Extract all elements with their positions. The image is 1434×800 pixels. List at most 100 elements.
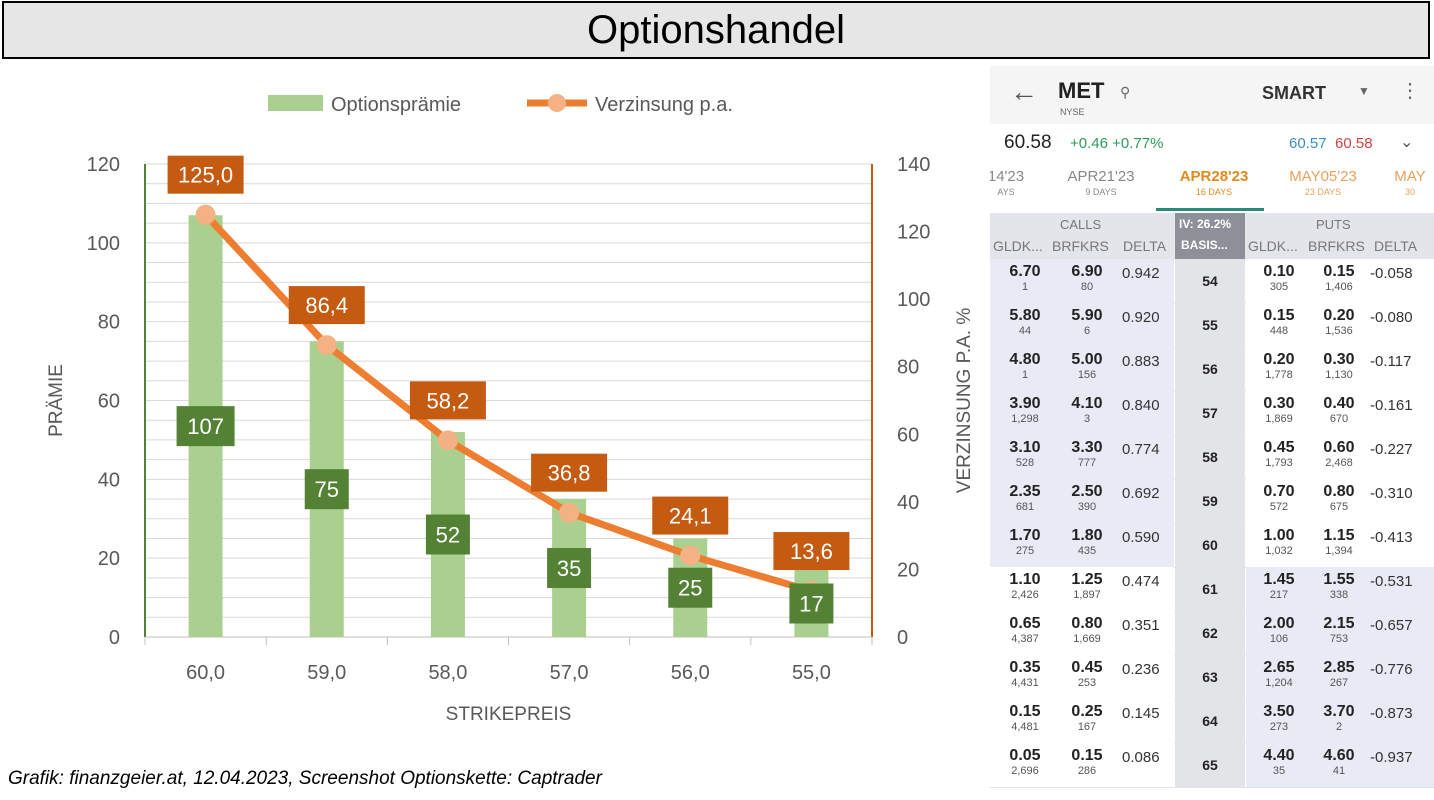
call-ask[interactable]: 1.80 435 <box>1056 527 1118 557</box>
expiration-tab[interactable]: MAY 30 <box>1390 168 1430 197</box>
table-row[interactable]: 0.35 4,431 0.45 253 0.236 63 2.65 1,204 2.85 267-… <box>990 655 1434 700</box>
put-bid[interactable]: 0.10 305 <box>1248 263 1310 293</box>
put-delta: -0.873 <box>1370 705 1413 722</box>
call-ask[interactable]: 1.25 1,897 <box>1056 571 1118 601</box>
bar-label-box <box>425 514 470 555</box>
put-bid[interactable]: 0.15 448 <box>1248 307 1310 337</box>
table-row[interactable]: 3.10 528 3.30 777 0.774 58 0.45 1,793 0.60 2,468-… <box>990 435 1434 480</box>
table-row[interactable]: 0.15 4,481 0.25 167 0.145 64 3.50 273 3.70 2 -0.87… <box>990 699 1434 744</box>
strike-price: 57 <box>1202 405 1218 421</box>
back-arrow-icon[interactable]: ← <box>1010 76 1038 107</box>
call-ask[interactable]: 6.90 80 <box>1056 263 1118 293</box>
put-ask[interactable]: 3.70 2 <box>1308 703 1370 733</box>
put-ask[interactable]: 2.85 267 <box>1308 659 1370 689</box>
call-bid[interactable]: 0.15 4,481 <box>994 703 1056 733</box>
table-row[interactable]: 0.05 2,696 0.15 286 0.086 65 4.40 35 4.60 41 -0.93… <box>990 743 1434 788</box>
put-ask-price: 0.80 <box>1323 483 1355 500</box>
put-bid-size: 217 <box>1269 589 1289 601</box>
put-ask[interactable]: 0.30 1,130 <box>1308 351 1370 381</box>
call-bid[interactable]: 3.10 528 <box>994 439 1056 469</box>
call-bid[interactable]: 4.80 1 <box>994 351 1056 381</box>
expiration-tab[interactable]: MAY05'23 23 DAYS <box>1278 168 1368 197</box>
call-bid[interactable]: 2.35 681 <box>994 483 1056 513</box>
put-ask[interactable]: 1.15 1,394 <box>1308 527 1370 557</box>
call-bid[interactable]: 0.65 4,387 <box>994 615 1056 645</box>
expiration-tab[interactable]: 14'23 AYS <box>990 168 1026 197</box>
put-bid[interactable]: 0.30 1,869 <box>1248 395 1310 425</box>
put-bid[interactable]: 1.45 217 <box>1248 571 1310 601</box>
put-bid[interactable]: 0.20 1,778 <box>1248 351 1310 381</box>
put-bid-size: 448 <box>1269 325 1289 337</box>
call-ask[interactable]: 5.00 156 <box>1056 351 1118 381</box>
table-row[interactable]: 6.70 1 6.90 80 0.942 54 0.10 305 0.15 1,406 -0.058 <box>990 259 1434 304</box>
call-bid[interactable]: 0.35 4,431 <box>994 659 1056 689</box>
calls-header-bg <box>990 213 1174 259</box>
call-ask-size: 1,669 <box>1073 633 1101 645</box>
call-bid[interactable]: 1.70 275 <box>994 527 1056 557</box>
call-bid[interactable]: 5.80 44 <box>994 307 1056 337</box>
table-row[interactable]: 3.90 1,298 4.10 3 0.840 57 0.30 1,869 0.40 670 -0.… <box>990 391 1434 436</box>
put-bid[interactable]: 2.65 1,204 <box>1248 659 1310 689</box>
put-bid-price: 0.45 <box>1263 439 1295 456</box>
calls-bid-header: GLDK... <box>993 238 1043 254</box>
put-ask[interactable]: 1.55 338 <box>1308 571 1370 601</box>
search-icon[interactable]: ⚲ <box>1120 84 1131 100</box>
chart-caption: Grafik: finanzgeier.at, 12.04.2023, Scre… <box>8 768 602 789</box>
table-row[interactable]: 4.80 1 5.00 156 0.883 56 0.20 1,778 0.30 1,130 -0.… <box>990 347 1434 392</box>
put-delta: -0.531 <box>1370 573 1413 590</box>
put-bid[interactable]: 3.50 273 <box>1248 703 1310 733</box>
table-row[interactable]: 1.70 275 1.80 435 0.590 60 1.00 1,032 1.15 1,394-… <box>990 523 1434 568</box>
call-bid-size: 681 <box>1015 501 1035 513</box>
x-tick-label: 58,0 <box>428 662 467 684</box>
put-bid[interactable]: 0.70 572 <box>1248 483 1310 513</box>
put-bid[interactable]: 2.00 106 <box>1248 615 1310 645</box>
call-ask[interactable]: 3.30 777 <box>1056 439 1118 469</box>
call-bid-size: 2,696 <box>1011 765 1039 777</box>
strike-price: 65 <box>1202 757 1218 773</box>
table-row[interactable]: 2.35 681 2.50 390 0.692 59 0.70 572 0.80 675 -0.31… <box>990 479 1434 524</box>
call-bid[interactable]: 3.90 1,298 <box>994 395 1056 425</box>
x-tick-label: 60,0 <box>186 662 225 684</box>
more-vertical-icon[interactable]: ⋮ <box>1400 80 1420 102</box>
call-ask[interactable]: 2.50 390 <box>1056 483 1118 513</box>
put-ask[interactable]: 4.60 41 <box>1308 747 1370 777</box>
routing-label[interactable]: SMART <box>1262 83 1326 103</box>
put-ask[interactable]: 0.80 675 <box>1308 483 1370 513</box>
y2-tick-label: 20 <box>897 559 919 581</box>
expiration-tab[interactable]: APR21'23 9 DAYS <box>1056 168 1146 197</box>
call-ask[interactable]: 0.80 1,669 <box>1056 615 1118 645</box>
call-bid[interactable]: 1.10 2,426 <box>994 571 1056 601</box>
call-bid[interactable]: 6.70 1 <box>994 263 1056 293</box>
table-row[interactable]: 1.10 2,426 1.25 1,897 0.474 61 1.45 217 1.55 338-… <box>990 567 1434 612</box>
table-row[interactable]: 0.65 4,387 0.80 1,669 0.351 62 2.00 106 2.15 753-… <box>990 611 1434 656</box>
put-ask[interactable]: 0.15 1,406 <box>1308 263 1370 293</box>
column-headers: CALLS IV: 26.2% PUTS GLDK... BRFKRS DELT… <box>990 213 1434 259</box>
put-ask[interactable]: 2.15 753 <box>1308 615 1370 645</box>
call-bid[interactable]: 0.05 2,696 <box>994 747 1056 777</box>
put-ask[interactable]: 0.40 670 <box>1308 395 1370 425</box>
legend-label-bar: Optionsprämie <box>331 94 461 116</box>
expiration-date: MAY <box>1394 168 1426 185</box>
expand-chevron-icon[interactable]: ⌄ <box>1400 134 1414 151</box>
put-ask[interactable]: 0.20 1,536 <box>1308 307 1370 337</box>
puts-cell-bg <box>1246 655 1434 699</box>
put-bid[interactable]: 1.00 1,032 <box>1248 527 1310 557</box>
chevron-down-icon[interactable]: ▼ <box>1358 84 1370 98</box>
call-ask[interactable]: 0.15 286 <box>1056 747 1118 777</box>
puts-header-bg <box>1246 213 1434 259</box>
put-bid[interactable]: 0.45 1,793 <box>1248 439 1310 469</box>
call-ask[interactable]: 0.45 253 <box>1056 659 1118 689</box>
expiration-date: MAY05'23 <box>1289 168 1357 185</box>
basis-cell-bg <box>1175 743 1245 787</box>
call-ask[interactable]: 4.10 3 <box>1056 395 1118 425</box>
call-ask[interactable]: 5.90 6 <box>1056 307 1118 337</box>
call-ask[interactable]: 0.25 167 <box>1056 703 1118 733</box>
expiration-tab[interactable]: APR28'23 16 DAYS <box>1166 168 1262 197</box>
table-row[interactable]: 5.80 44 5.90 6 0.920 55 0.15 448 0.20 1,536 -0.080 <box>990 303 1434 348</box>
call-bid-size: 4,431 <box>1011 677 1039 689</box>
put-bid[interactable]: 4.40 35 <box>1248 747 1310 777</box>
put-ask[interactable]: 0.60 2,468 <box>1308 439 1370 469</box>
call-ask-price: 5.00 <box>1071 351 1103 368</box>
bid-price: 60.57 <box>1289 135 1327 152</box>
line-data-label: 24,1 <box>669 504 712 529</box>
